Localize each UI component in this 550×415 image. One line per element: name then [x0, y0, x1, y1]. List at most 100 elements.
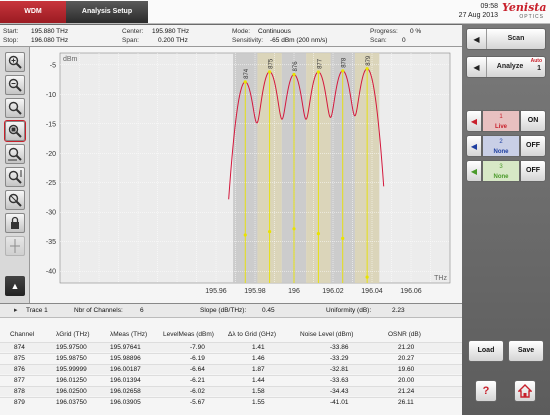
x-tick-label: 196.06: [400, 288, 422, 295]
table-cell: 1.58: [252, 388, 265, 395]
help-button[interactable]: ?: [475, 380, 497, 402]
marker-icon[interactable]: [5, 236, 25, 256]
zoom-in-icon[interactable]: [5, 52, 25, 72]
table-cell: 195.97500: [56, 344, 87, 351]
analyze-auto-badge: Auto: [530, 58, 542, 64]
peak-marker: [316, 70, 320, 74]
progress-info: Progress: 0 %: [370, 28, 422, 35]
trace-2-arrow-icon[interactable]: ◀: [466, 135, 482, 157]
table-row[interactable]: 874 195.97500 195.97641 -7.90 1.41 -33.86 21.2…: [0, 342, 462, 352]
y-tick-label: -10: [46, 92, 56, 99]
zoom-fit-icon[interactable]: [5, 190, 25, 210]
channel-table-panel: ▸ Trace 1 Nbr of Channels: 6 Slope (dB/T…: [0, 303, 462, 415]
spectrum-chart-svg: -5 -10 -15 -20 -25 -30 -35 -40 195.96 195.98 196 19…: [46, 52, 451, 295]
peak-label: 879: [366, 55, 372, 66]
trace-1-toggle[interactable]: ON: [520, 110, 546, 132]
table-cell: 1.55: [252, 399, 265, 406]
noise-marker: [365, 275, 369, 279]
table-cell: 196.03905: [110, 399, 141, 406]
load-button[interactable]: Load: [468, 340, 504, 362]
tab-wdm[interactable]: WDM: [0, 1, 66, 23]
stop-info: Stop: 196.080 THz: [3, 37, 69, 44]
col-delta-grid: Δλ to Grid (GHz): [228, 331, 277, 338]
x-tick-label: 195.96: [205, 288, 227, 295]
table-header: Channel λGrid (THz) λMeas (THz) LevelMea…: [0, 330, 462, 342]
peak-marker: [243, 80, 247, 84]
table-row[interactable]: 875 195.98750 195.98896 -6.19 1.46 -33.29 20.2…: [0, 353, 462, 363]
analyze-arrow-icon: ◀: [467, 57, 487, 77]
table-cell: 879: [14, 399, 25, 406]
yenista-logo: Yenista OPTICS: [502, 2, 548, 22]
scan-button[interactable]: ◀ Scan: [466, 28, 546, 50]
table-cell: -33.29: [330, 355, 349, 362]
zoom-horizontal-icon[interactable]: [5, 144, 25, 164]
table-cell: 1.44: [252, 377, 265, 384]
zoom-box-icon[interactable]: [5, 98, 25, 118]
analyze-button[interactable]: ◀ Analyze Auto 1: [466, 56, 546, 78]
y-tick-label: -25: [46, 180, 56, 187]
sensitivity-info: Sensitivity: -65 dBm (200 nm/s): [232, 37, 328, 44]
y-tick-label: -40: [46, 269, 56, 276]
table-cell: 195.99999: [56, 366, 87, 373]
save-button[interactable]: Save: [508, 340, 544, 362]
trace-arrow-icon: ▸: [14, 307, 18, 314]
scan-info: Scan: 0: [370, 37, 406, 44]
table-row[interactable]: 877 196.01250 196.01394 -6.21 1.44 -33.63 20.0…: [0, 375, 462, 385]
spectrum-chart: -5 -10 -15 -20 -25 -30 -35 -40 195.96 195.98 196 19…: [30, 47, 462, 303]
acquisition-info-bar: Start: 195.880 THz Stop: 196.080 THz Cente…: [0, 25, 462, 47]
logo-sub: OPTICS: [519, 14, 544, 20]
trace-3-control[interactable]: ◀ 3 None OFF: [466, 160, 546, 182]
zoom-vertical-icon[interactable]: [5, 167, 25, 187]
table-cell: 21.20: [398, 344, 415, 351]
table-cell: -5.67: [190, 399, 205, 406]
home-icon[interactable]: [514, 380, 536, 402]
table-cell: 196.01250: [56, 377, 87, 384]
col-noise-level: Noise Level (dBm): [300, 331, 354, 338]
table-cell: 196.00187: [110, 366, 141, 373]
noise-marker: [243, 233, 247, 237]
noise-marker: [341, 236, 345, 240]
tab-analysis-setup[interactable]: Analysis Setup: [66, 1, 148, 23]
table-row[interactable]: 876 195.99999 196.00187 -6.64 1.87 -32.81 19.6…: [0, 364, 462, 374]
trace-2-label[interactable]: 2 None: [482, 135, 520, 157]
x-tick-label: 196.04: [361, 288, 383, 295]
trace-1-arrow-icon[interactable]: ◀: [466, 110, 482, 132]
trace-1-label[interactable]: 1 Live: [482, 110, 520, 132]
trace-1-control[interactable]: ◀ 1 Live ON: [466, 110, 546, 132]
table-row[interactable]: 878 196.02500 196.02658 -6.02 1.58 -34.43 21.2…: [0, 386, 462, 396]
col-channel: Channel: [10, 331, 35, 338]
uniformity-label: Uniformity (dB):: [326, 307, 372, 314]
table-cell: 875: [14, 355, 25, 362]
table-cell: 196.02658: [110, 388, 141, 395]
y-axis-label: dBm: [63, 56, 78, 63]
table-cell: 878: [14, 388, 25, 395]
zoom-active-icon[interactable]: [4, 120, 26, 142]
channels-label: Nbr of Channels:: [74, 307, 123, 314]
lock-icon[interactable]: [5, 213, 25, 233]
table-cell: 1.87: [252, 366, 265, 373]
table-cell: 195.98896: [110, 355, 141, 362]
top-bar: WDM Analysis Setup 09:58 27 Aug 2013 Yen…: [0, 0, 550, 24]
tool-column: ▲: [0, 47, 30, 303]
table-cell: -6.19: [190, 355, 205, 362]
trace-3-arrow-icon[interactable]: ◀: [466, 160, 482, 182]
peak-label: 878: [342, 57, 348, 68]
trace-3-label[interactable]: 3 None: [482, 160, 520, 182]
table-cell: 877: [14, 377, 25, 384]
table-cell: 1.46: [252, 355, 265, 362]
table-row[interactable]: 879 196.03750 196.03905 -5.67 1.55 -41.01 26.1…: [0, 397, 462, 407]
trace-2-control[interactable]: ◀ 2 None OFF: [466, 135, 546, 157]
clock: 09:58 27 Aug 2013: [440, 2, 498, 20]
span-info: Span: 0.200 THz: [122, 37, 188, 44]
x-axis-label: THz: [434, 275, 447, 282]
noise-marker: [316, 232, 320, 236]
col-lambda-meas: λMeas (THz): [110, 331, 148, 338]
right-control-panel: ◀ Scan ◀ Analyze Auto 1 ◀ 1 Live ON ◀ 2 …: [462, 24, 550, 415]
start-info: Start: 195.880 THz: [3, 28, 69, 35]
trace-3-toggle[interactable]: OFF: [520, 160, 546, 182]
zoom-out-icon[interactable]: [5, 75, 25, 95]
clock-time: 09:58: [480, 3, 498, 10]
scroll-up-icon[interactable]: ▲: [5, 276, 25, 296]
trace-2-toggle[interactable]: OFF: [520, 135, 546, 157]
peak-label: 874: [244, 68, 250, 79]
